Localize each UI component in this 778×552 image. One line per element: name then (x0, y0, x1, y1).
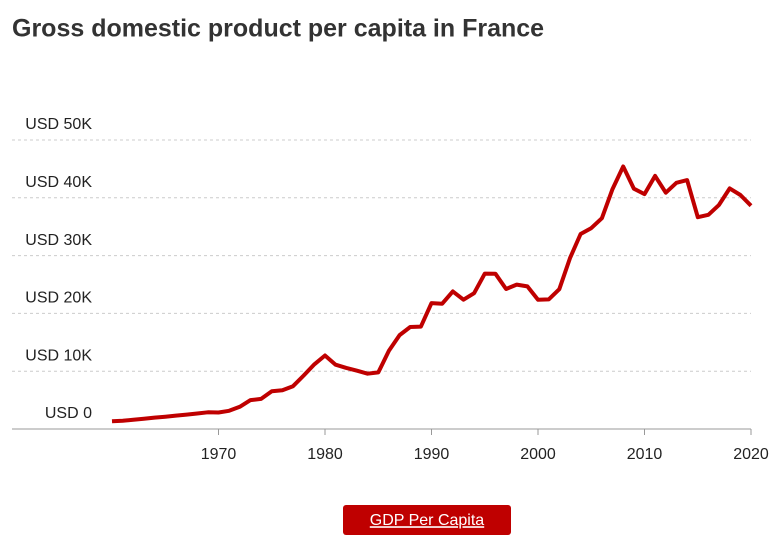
legend-label: GDP Per Capita (370, 512, 485, 529)
y-tick-label: USD 40K (25, 174, 92, 191)
x-tick-label: 2000 (520, 446, 556, 463)
y-tick-label: USD 20K (25, 290, 92, 307)
y-tick-label: USD 0 (45, 405, 92, 422)
legend-item[interactable]: GDP Per Capita (343, 505, 511, 535)
chart-title: Gross domestic product per capita in Fra… (12, 15, 544, 43)
x-tick-label: 2020 (733, 446, 769, 463)
legend-button (343, 505, 511, 535)
y-tick-label: USD 30K (25, 232, 92, 249)
y-tick-label: USD 50K (25, 116, 92, 133)
x-tick-label: 1990 (414, 446, 450, 463)
y-tick-label: USD 10K (25, 347, 92, 364)
x-tick-label: 2010 (627, 446, 663, 463)
line (111, 164, 753, 424)
x-tick-label: 1980 (307, 446, 343, 463)
x-tick-label: 1970 (201, 446, 237, 463)
